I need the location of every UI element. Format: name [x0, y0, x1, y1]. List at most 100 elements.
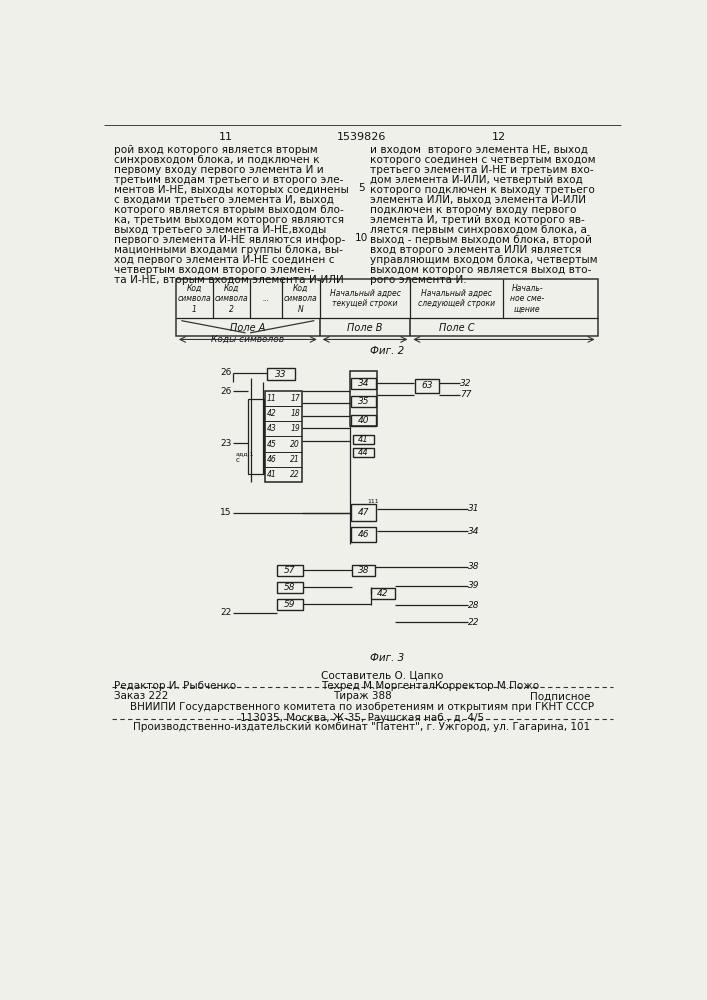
- Bar: [276, 599, 303, 610]
- Text: ВНИИПИ Государственного комитета по изобретениям и открытиям при ГКНТ СССР: ВНИИПИ Государственного комитета по изоб…: [130, 702, 594, 712]
- Bar: [248, 399, 264, 474]
- Text: 22: 22: [468, 618, 479, 627]
- Text: 23: 23: [221, 439, 232, 448]
- Text: та И-НЕ, вторым входом элемента И-ИЛИ: та И-НЕ, вторым входом элемента И-ИЛИ: [114, 275, 344, 285]
- Text: 57: 57: [284, 566, 296, 575]
- Text: 39: 39: [468, 581, 479, 590]
- Text: 33: 33: [275, 370, 286, 379]
- Text: Подписное: Подписное: [530, 691, 590, 701]
- Text: 113035, Москва, Ж-35, Раушская наб., д. 4/5: 113035, Москва, Ж-35, Раушская наб., д. …: [240, 713, 484, 723]
- Text: ментов И-НЕ, выходы которых соединены: ментов И-НЕ, выходы которых соединены: [114, 185, 349, 195]
- Text: 5: 5: [358, 183, 365, 193]
- Text: 43: 43: [267, 424, 276, 433]
- Text: ляется первым синхровходом блока, а: ляется первым синхровходом блока, а: [370, 225, 587, 235]
- Text: Поле С: Поле С: [439, 323, 474, 333]
- Text: Тираж 388: Тираж 388: [332, 691, 392, 701]
- Text: 12: 12: [492, 132, 506, 142]
- Text: синхровходом блока, и подключен к: синхровходом блока, и подключен к: [114, 155, 320, 165]
- Text: 18: 18: [291, 409, 300, 418]
- Bar: [351, 371, 377, 426]
- Text: 38: 38: [468, 562, 479, 571]
- Text: 46: 46: [358, 530, 369, 539]
- Text: Началь-
ное сме-
щение: Началь- ное сме- щение: [510, 284, 544, 314]
- Text: элемента ИЛИ, выход элемента И-ИЛИ: элемента ИЛИ, выход элемента И-ИЛИ: [370, 195, 585, 205]
- Text: 22: 22: [221, 608, 232, 617]
- Bar: [371, 588, 395, 599]
- Text: 41: 41: [358, 435, 369, 444]
- Text: которого является вторым выходом бло-: которого является вторым выходом бло-: [114, 205, 344, 215]
- Text: 45: 45: [267, 440, 276, 449]
- Text: элемента И, третий вход которого яв-: элемента И, третий вход которого яв-: [370, 215, 585, 225]
- Bar: [276, 582, 303, 593]
- Text: 31: 31: [468, 504, 479, 513]
- Text: управляющим входом блока, четвертым: управляющим входом блока, четвертым: [370, 255, 597, 265]
- Text: 22: 22: [291, 470, 300, 479]
- Text: дом элемента И-ИЛИ, четвертый вход: дом элемента И-ИЛИ, четвертый вход: [370, 175, 583, 185]
- Text: 40: 40: [358, 416, 369, 425]
- Text: которого соединен с четвертым входом: которого соединен с четвертым входом: [370, 155, 595, 165]
- Text: Коды символов: Коды символов: [211, 335, 284, 344]
- Text: Составитель О. Цапко: Составитель О. Цапко: [321, 671, 443, 681]
- Text: 59: 59: [284, 600, 296, 609]
- Bar: [267, 368, 295, 380]
- Text: которого подключен к выходу третьего: которого подключен к выходу третьего: [370, 185, 595, 195]
- Text: выход - первым выходом блока, второй: выход - первым выходом блока, второй: [370, 235, 592, 245]
- Text: мационными входами группы блока, вы-: мационными входами группы блока, вы-: [114, 245, 343, 255]
- Text: 28: 28: [468, 601, 479, 610]
- Text: 35: 35: [358, 397, 369, 406]
- Bar: [265, 391, 301, 482]
- Text: 34: 34: [358, 379, 369, 388]
- Text: Код
символа
N: Код символа N: [284, 284, 317, 314]
- Text: 21: 21: [291, 455, 300, 464]
- Text: первого элемента И-НЕ являются инфор-: первого элемента И-НЕ являются инфор-: [114, 235, 345, 245]
- Bar: [351, 396, 376, 407]
- Text: Редактор И. Рыбченко: Редактор И. Рыбченко: [114, 681, 236, 691]
- Text: 42: 42: [377, 589, 389, 598]
- Text: 19: 19: [291, 424, 300, 433]
- Text: Начальный адрес
текущей строки: Начальный адрес текущей строки: [329, 289, 401, 308]
- Bar: [351, 504, 376, 521]
- Bar: [276, 565, 303, 576]
- Text: 111: 111: [368, 499, 380, 504]
- Text: 47: 47: [358, 508, 369, 517]
- Text: с: с: [235, 457, 240, 463]
- Bar: [414, 379, 440, 393]
- Text: Код
символа
1: Код символа 1: [177, 284, 211, 314]
- Bar: [351, 378, 376, 389]
- Text: Поле В: Поле В: [347, 323, 382, 333]
- Text: рой вход которого является вторым: рой вход которого является вторым: [114, 145, 317, 155]
- Text: подключен к второму входу первого: подключен к второму входу первого: [370, 205, 576, 215]
- Text: вход второго элемента ИЛИ является: вход второго элемента ИЛИ является: [370, 245, 581, 255]
- Text: выходом которого является выход вто-: выходом которого является выход вто-: [370, 265, 591, 275]
- Bar: [353, 435, 374, 444]
- Text: рого элемента И.: рого элемента И.: [370, 275, 467, 285]
- Text: 44: 44: [358, 448, 369, 457]
- Bar: [353, 448, 374, 457]
- Text: ка, третьим выходом которого являются: ка, третьим выходом которого являются: [114, 215, 344, 225]
- Text: Фиг. 2: Фиг. 2: [370, 346, 404, 356]
- Text: Фиг. 3: Фиг. 3: [370, 653, 404, 663]
- Text: и входом  второго элемента НЕ, выход: и входом второго элемента НЕ, выход: [370, 145, 588, 155]
- Text: 38: 38: [358, 566, 369, 575]
- Text: 41: 41: [267, 470, 276, 479]
- Text: адд,1: адд,1: [235, 451, 254, 456]
- Text: Поле А: Поле А: [230, 323, 266, 333]
- Text: 11: 11: [267, 394, 276, 403]
- Text: Код
символа
2: Код символа 2: [215, 284, 248, 314]
- Text: четвертым входом второго элемен-: четвертым входом второго элемен-: [114, 265, 315, 275]
- Text: первому входу первого элемента И и: первому входу первого элемента И и: [114, 165, 324, 175]
- Text: третьего элемента И-НЕ и третьим вхо-: третьего элемента И-НЕ и третьим вхо-: [370, 165, 593, 175]
- Text: ход первого элемента И-НЕ соединен с: ход первого элемента И-НЕ соединен с: [114, 255, 334, 265]
- Bar: [351, 415, 376, 426]
- Text: 15: 15: [221, 508, 232, 517]
- Text: 17: 17: [291, 394, 300, 403]
- Text: 32: 32: [460, 379, 472, 388]
- Text: 46: 46: [267, 455, 276, 464]
- Text: Начальный адрес
следующей строки: Начальный адрес следующей строки: [418, 289, 496, 308]
- Text: с входами третьего элемента И, выход: с входами третьего элемента И, выход: [114, 195, 334, 205]
- Text: Производственно-издательский комбинат "Патент", г. Ужгород, ул. Гагарина, 101: Производственно-издательский комбинат "П…: [134, 722, 590, 732]
- Text: третьим входам третьего и второго эле-: третьим входам третьего и второго эле-: [114, 175, 344, 185]
- Text: 26: 26: [221, 387, 232, 396]
- Text: Техред М.МоргенталКорректор М.Пожо: Техред М.МоргенталКорректор М.Пожо: [321, 681, 539, 691]
- Text: 58: 58: [284, 583, 296, 592]
